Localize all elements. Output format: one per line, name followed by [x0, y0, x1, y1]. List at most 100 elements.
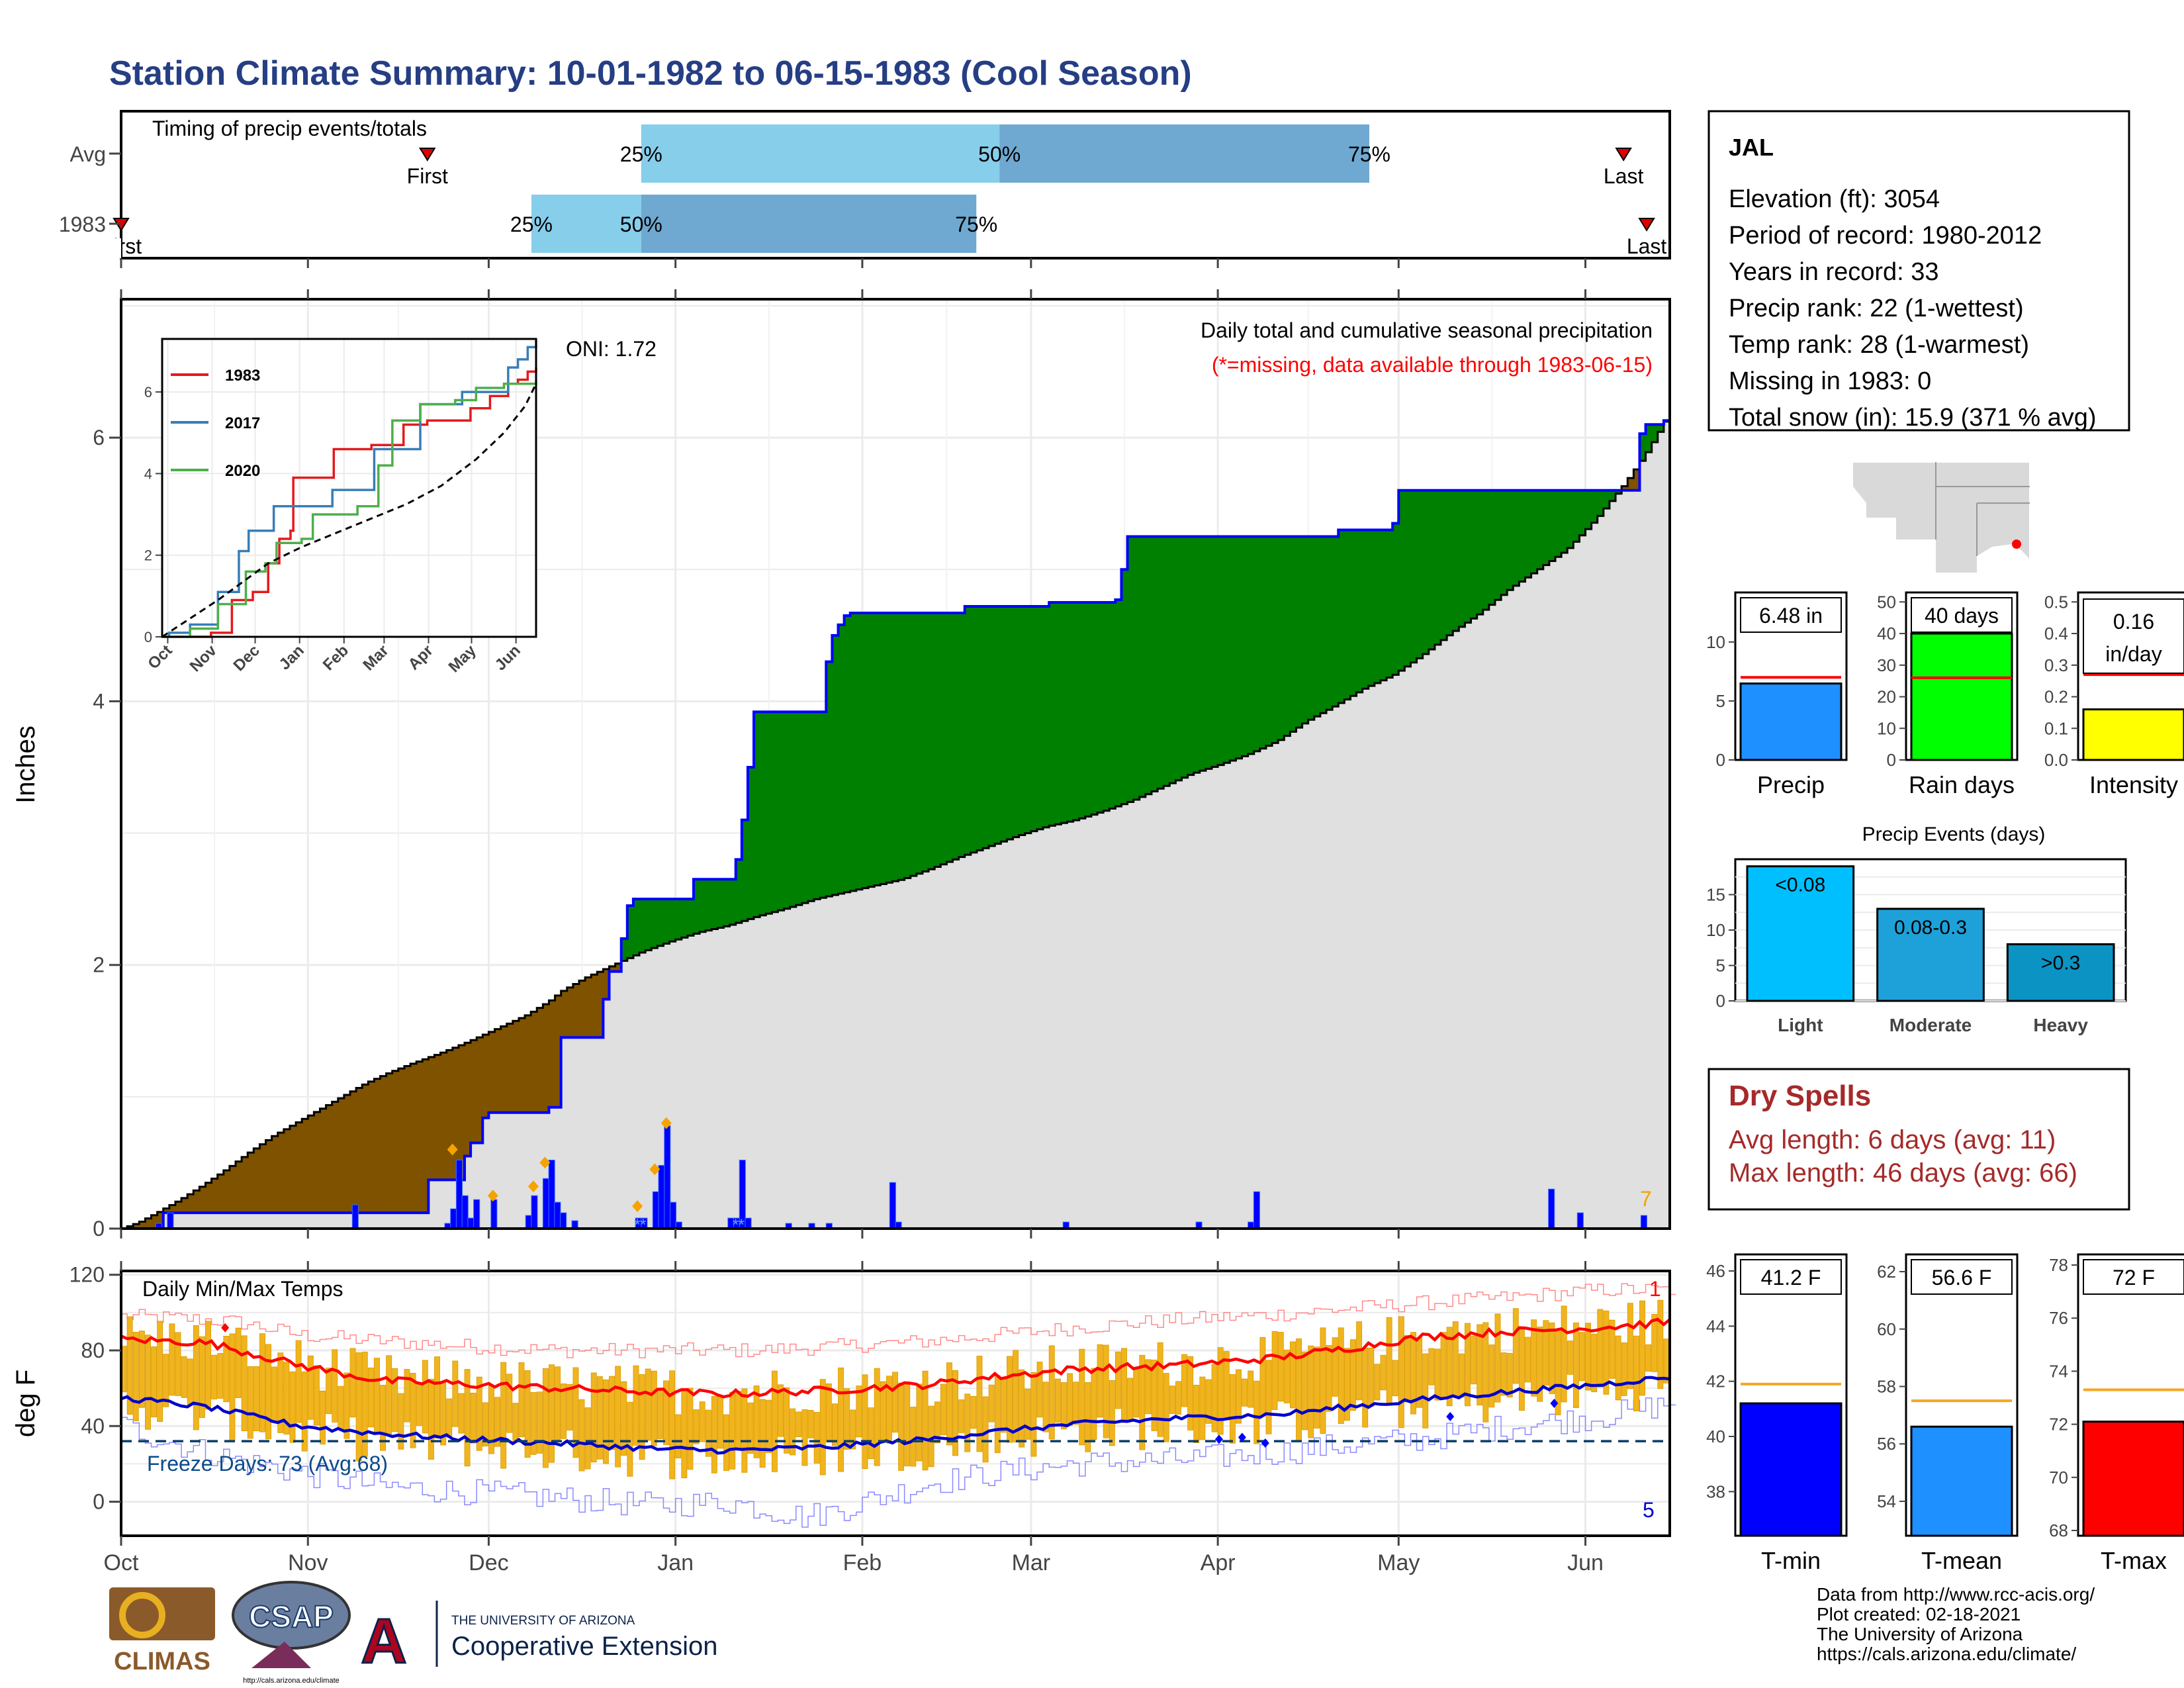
daily-temp-bar — [1024, 1388, 1031, 1440]
daily-temp-bar — [831, 1403, 838, 1446]
snow-diamond-marker — [660, 1117, 672, 1129]
daily-temp-bar — [1332, 1337, 1338, 1397]
event-bar-label: 0.08-0.3 — [1894, 917, 1967, 939]
daily-temp-bar — [1030, 1372, 1037, 1457]
daily-temp-bar — [247, 1366, 253, 1439]
temp-panel: Daily Min/Max Temps Freeze Days: 73 (Avg… — [11, 1261, 1676, 1575]
surplus-band — [1488, 490, 1496, 605]
summary-value-bar — [2082, 708, 2184, 761]
daily-precip-bar — [1576, 1212, 1584, 1229]
precip-ylabel: Inches — [11, 726, 40, 804]
daily-temp-bar — [145, 1335, 151, 1430]
daily-temp-bar — [862, 1374, 868, 1470]
deficit-band — [410, 1063, 417, 1213]
surplus-band — [735, 859, 743, 923]
summary-ytick-label: 0 — [1716, 750, 1725, 770]
surplus-band — [651, 899, 658, 949]
surplus-band — [784, 712, 791, 909]
summary-label-box — [1911, 597, 2013, 633]
surplus-band — [1169, 536, 1176, 784]
bottom-count: 5 — [1643, 1498, 1655, 1522]
daily-temp-bar — [271, 1366, 278, 1423]
deficit-band — [139, 1221, 146, 1229]
daily-temp-bar — [301, 1371, 308, 1452]
precip-ytick-label: 0 — [93, 1217, 105, 1241]
dry-spells-avg: Avg length: 6 days (avg: 11) — [1729, 1125, 2056, 1154]
surplus-band — [1380, 530, 1387, 680]
deficit-band — [549, 1000, 556, 1107]
surplus-band — [621, 938, 628, 961]
daily-precip-bar — [531, 1195, 538, 1229]
daily-temp-bar — [699, 1401, 705, 1442]
daily-temp-bar — [693, 1409, 700, 1444]
surplus-band — [826, 661, 833, 897]
deficit-band — [464, 1043, 471, 1156]
daily-temp-bar — [771, 1370, 778, 1472]
deficit-band — [145, 1218, 152, 1229]
page-title: Station Climate Summary: 10-01-1982 to 0… — [109, 54, 1192, 93]
daily-temp-bar — [657, 1387, 663, 1439]
daily-temp-bar — [759, 1399, 766, 1468]
surplus-band — [1447, 490, 1453, 635]
daily-temp-bar — [1277, 1332, 1284, 1402]
daily-temp-bar — [512, 1403, 519, 1443]
surplus-band — [1501, 490, 1508, 595]
summary-ytick-label: 60 — [1877, 1319, 1896, 1339]
event-bar-label: >0.3 — [2041, 952, 2080, 974]
deficit-band — [506, 1023, 514, 1113]
daily-temp-bar — [1392, 1360, 1398, 1397]
daily-temp-bar — [1079, 1348, 1085, 1446]
surplus-band — [1471, 490, 1478, 619]
daily-temp-bar — [838, 1367, 844, 1472]
daily-temp-bar — [982, 1396, 989, 1463]
daily-temp-bar — [422, 1360, 428, 1434]
daily-temp-bar — [1296, 1338, 1302, 1441]
inset-series-line — [162, 339, 537, 638]
surplus-band — [880, 612, 887, 884]
daily-temp-bar — [1356, 1321, 1363, 1401]
daily-temp-bar — [1127, 1378, 1134, 1422]
event-bar — [2006, 943, 2115, 1002]
daily-temp-bar — [627, 1401, 633, 1477]
precip-ytick-label: 4 — [93, 689, 105, 713]
daily-temp-bar — [1477, 1324, 1483, 1406]
surplus-band — [1175, 536, 1183, 780]
surplus-band — [1428, 490, 1435, 649]
daily-temp-bar — [1054, 1378, 1061, 1423]
daily-temp-bar — [868, 1407, 874, 1460]
daily-temp-bar — [711, 1396, 717, 1474]
daily-temp-bar — [807, 1409, 814, 1438]
surplus-band — [1248, 536, 1255, 755]
surplus-band — [1314, 536, 1321, 717]
daily-temp-bar — [1500, 1352, 1507, 1396]
surplus-band — [675, 899, 682, 940]
deficit-band — [494, 1029, 502, 1113]
deficit-band — [368, 1081, 375, 1213]
daily-temp-bar — [132, 1332, 139, 1421]
record-marker — [1550, 1399, 1559, 1408]
deficit-band — [543, 1004, 550, 1113]
missing-count: 7 — [1640, 1187, 1652, 1211]
daily-temp-bar — [1175, 1381, 1181, 1415]
surplus-band — [700, 879, 706, 932]
precip-ytick-label: 6 — [93, 426, 105, 449]
surplus-band — [970, 606, 978, 853]
daily-temp-bar — [1091, 1368, 1097, 1440]
daily-temp-bar — [343, 1372, 350, 1439]
daily-temp-bar — [1657, 1299, 1664, 1389]
daily-temp-bar — [1488, 1344, 1495, 1408]
deficit-band — [326, 1105, 333, 1213]
deficit-band — [555, 995, 562, 1107]
precip-frame — [120, 298, 1671, 1230]
daily-temp-bar — [1151, 1360, 1158, 1431]
daily-temp-bar — [1410, 1332, 1416, 1415]
temp-ytick-label: 80 — [81, 1338, 105, 1362]
daily-temp-bar — [1512, 1308, 1519, 1384]
daily-precip-bar — [669, 1201, 677, 1229]
daily-temp-bar — [1440, 1332, 1447, 1398]
daily-temp-bar — [1229, 1374, 1236, 1444]
daily-temp-bar — [1242, 1378, 1248, 1407]
daily-temp-bar — [1060, 1382, 1067, 1430]
surplus-band — [1543, 490, 1550, 565]
